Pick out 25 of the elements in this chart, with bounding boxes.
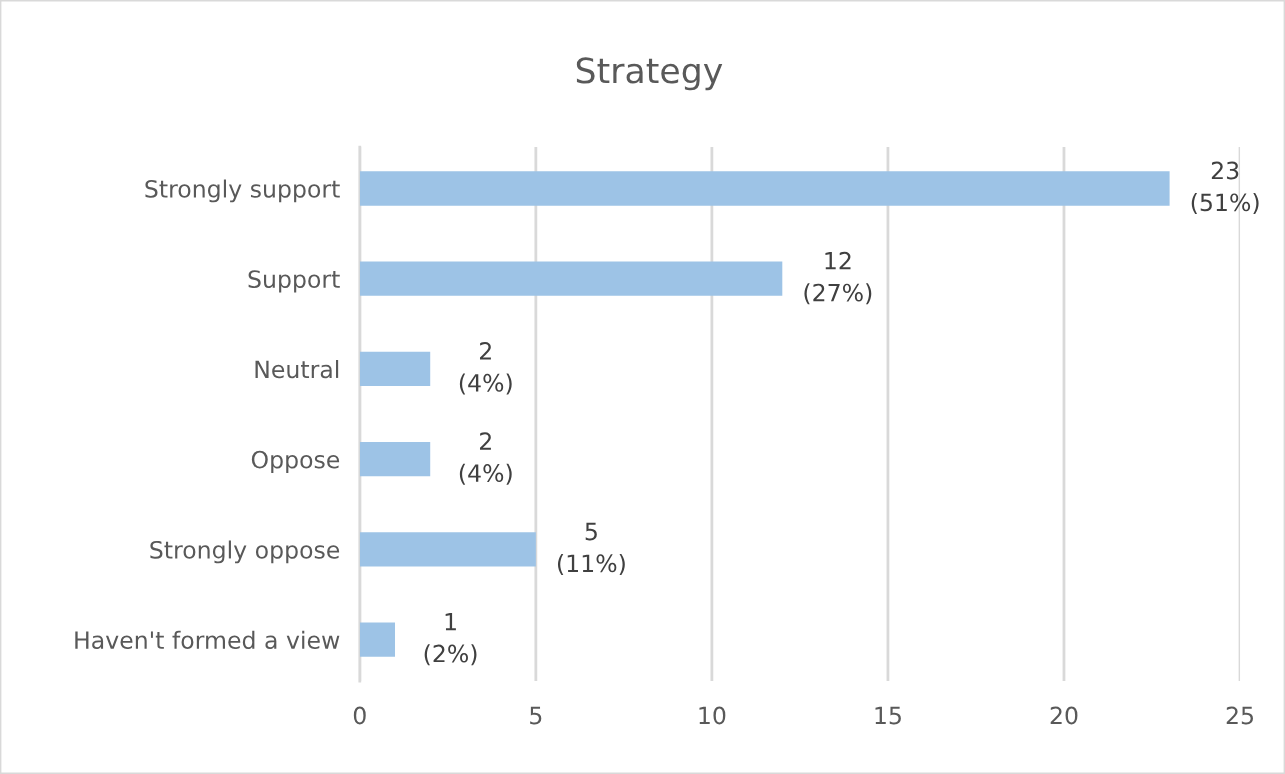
data-label: 1 (2%) — [424, 613, 477, 666]
bar — [359, 351, 431, 387]
x-tick-label: 5 — [530, 706, 542, 725]
bar — [359, 171, 1170, 206]
y-tick-label: Neutral — [255, 360, 339, 379]
y-tick-label: Oppose — [251, 450, 340, 474]
data-label: 23 (51%) — [1191, 161, 1259, 215]
data-label: 2 (4%) — [459, 342, 512, 395]
data-label: 12 (27%) — [804, 251, 872, 305]
x-tick-label: 10 — [699, 706, 726, 725]
bar — [359, 442, 431, 477]
bar — [359, 261, 783, 296]
x-tick-label: 20 — [1050, 706, 1078, 725]
y-tick-label: Support — [248, 270, 340, 293]
bar — [359, 532, 536, 567]
x-tick-label: 25 — [1226, 706, 1253, 725]
y-tick-label: Strongly support — [145, 179, 340, 203]
y-tick-label: Haven't formed a view — [75, 630, 340, 649]
y-tick-label: Strongly oppose — [150, 540, 340, 564]
bar — [359, 622, 396, 657]
x-tick-label: 0 — [353, 706, 366, 725]
x-tick-label: 15 — [875, 706, 901, 725]
data-label: 2 (4%) — [459, 432, 512, 485]
chart-title: Strategy — [576, 57, 723, 91]
data-label: 5 (11%) — [557, 522, 625, 575]
